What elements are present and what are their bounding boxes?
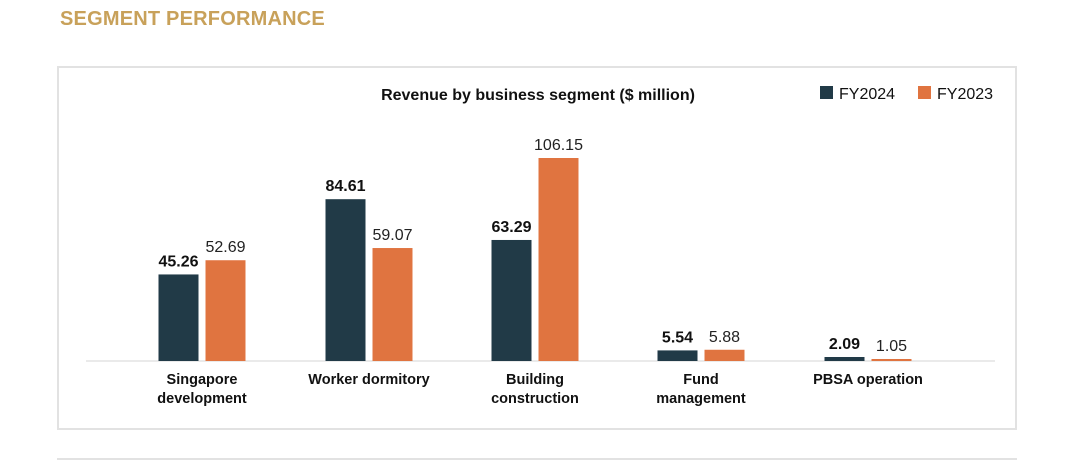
bar-fy2023-3 <box>704 349 745 361</box>
value-label-fy2023-3: 5.88 <box>709 329 740 346</box>
value-label-fy2023-0: 52.69 <box>205 239 245 256</box>
bar-fy2024-0 <box>158 274 199 361</box>
chart-panel <box>57 66 1017 430</box>
value-label-fy2024-1: 84.61 <box>325 178 365 195</box>
value-label-fy2024-0: 45.26 <box>158 253 198 270</box>
value-label-fy2023-2: 106.15 <box>534 137 583 154</box>
value-label-fy2023-1: 59.07 <box>372 227 412 244</box>
category-label-line: Worker dormitory <box>308 372 429 388</box>
value-labels: 45.26 52.69 84.61 59.07 63.29 106.15 5.54 5.88 2… <box>158 137 907 355</box>
bar-fy2023-4 <box>871 358 912 361</box>
bar-fy2023-2 <box>538 158 579 361</box>
category-label-3: Fund management <box>656 372 746 407</box>
chart-title: Revenue by business segment ($ million) <box>381 87 695 104</box>
category-label-line: management <box>656 391 746 407</box>
category-label-line: Building <box>506 372 564 388</box>
section-title: SEGMENT PERFORMANCE <box>60 8 325 30</box>
bars <box>158 158 912 361</box>
legend: FY2024 FY2023 <box>820 86 993 103</box>
panel-bottom-rule <box>57 458 1017 460</box>
category-label-line: Fund <box>683 372 718 388</box>
value-label-fy2024-2: 63.29 <box>491 219 531 236</box>
bar-fy2024-2 <box>491 239 532 361</box>
value-label-fy2024-3: 5.54 <box>662 329 693 346</box>
category-label-line: PBSA operation <box>813 372 923 388</box>
value-label-fy2023-4: 1.05 <box>876 338 907 355</box>
category-label-4: PBSA operation <box>813 372 923 388</box>
value-label-fy2024-4: 2.09 <box>829 336 860 353</box>
bar-fy2024-1 <box>325 199 366 361</box>
legend-swatch-fy2023 <box>918 86 931 99</box>
category-label-line: development <box>157 391 247 407</box>
legend-label-fy2024: FY2024 <box>839 86 895 103</box>
category-label-0: Singapore development <box>157 372 247 407</box>
bar-fy2024-4 <box>824 357 865 361</box>
category-label-1: Worker dormitory <box>308 372 429 388</box>
bar-fy2023-0 <box>205 260 246 361</box>
legend-label-fy2023: FY2023 <box>937 86 993 103</box>
category-label-line: Singapore <box>167 372 238 388</box>
legend-swatch-fy2024 <box>820 86 833 99</box>
category-label-line: construction <box>491 391 579 407</box>
category-labels: Singapore development Worker dormitory Buil… <box>157 372 923 407</box>
bar-fy2024-3 <box>657 350 698 361</box>
bar-fy2023-1 <box>372 248 413 361</box>
category-label-2: Building construction <box>491 372 579 407</box>
